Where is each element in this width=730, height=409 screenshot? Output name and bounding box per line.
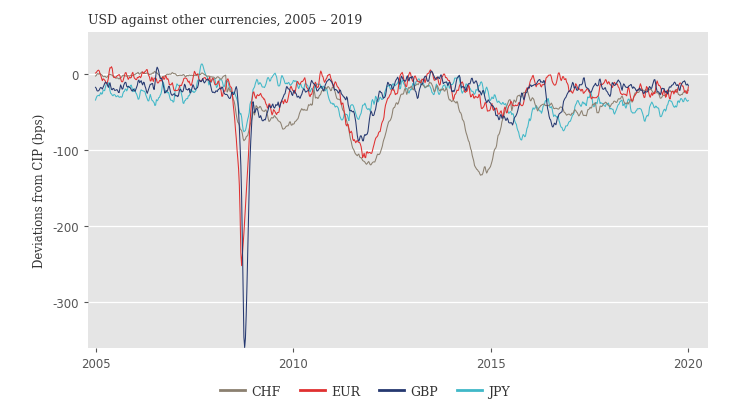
CHF [684, 89, 693, 94]
EUR [237, 263, 246, 268]
CHF [637, 87, 645, 92]
JPY [684, 99, 693, 103]
EUR [649, 92, 658, 97]
JPY [198, 62, 207, 67]
JPY [637, 108, 645, 112]
EUR [684, 85, 693, 90]
GBP [153, 65, 161, 70]
EUR [343, 122, 352, 127]
JPY [250, 87, 258, 92]
GBP [684, 84, 693, 89]
CHF [250, 110, 258, 115]
GBP [637, 89, 645, 94]
GBP [91, 85, 100, 90]
EUR [91, 72, 100, 76]
CHF [644, 88, 653, 92]
Line: GBP: GBP [96, 68, 688, 348]
JPY [91, 98, 100, 103]
CHF [91, 74, 100, 79]
CHF [236, 127, 245, 132]
CHF [476, 173, 485, 178]
GBP [649, 81, 658, 86]
CHF [150, 70, 159, 75]
GBP [240, 345, 249, 350]
JPY [649, 103, 658, 108]
GBP [343, 97, 352, 101]
EUR [637, 84, 645, 89]
JPY [342, 112, 351, 117]
GBP [250, 111, 259, 116]
EUR [236, 212, 245, 217]
EUR [250, 93, 259, 98]
JPY [644, 115, 653, 119]
Line: JPY: JPY [96, 65, 688, 141]
Line: EUR: EUR [96, 67, 688, 266]
GBP [644, 89, 653, 94]
EUR [107, 65, 116, 70]
JPY [518, 138, 526, 143]
CHF [649, 92, 658, 97]
CHF [342, 119, 351, 124]
EUR [644, 88, 653, 93]
Text: USD against other currencies, 2005 – 2019: USD against other currencies, 2005 – 201… [88, 14, 362, 27]
Y-axis label: Deviations from CIP (bps): Deviations from CIP (bps) [34, 113, 47, 267]
Legend: CHF, EUR, GBP, JPY: CHF, EUR, GBP, JPY [215, 380, 515, 403]
JPY [236, 112, 245, 117]
GBP [236, 144, 245, 149]
Line: CHF: CHF [96, 72, 688, 176]
